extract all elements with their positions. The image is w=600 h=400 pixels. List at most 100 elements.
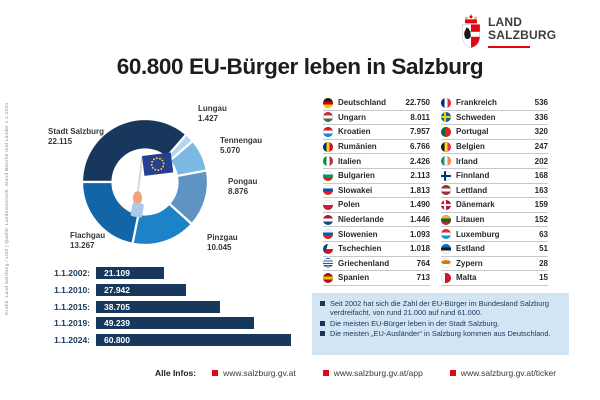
bar-row-1-1-2015-: 1.1.2015: 38.705 [40,300,300,313]
country-value: 764 [416,258,430,268]
eu-star-icon [159,157,161,160]
country-value: 159 [534,200,548,210]
donut-segments [80,117,210,247]
eu-star-icon [151,160,154,163]
donut-label-name: Flachgau [70,231,106,240]
polen-flag-icon [323,199,333,210]
country-row-schweden: Schweden 336 [441,111,548,126]
country-name: Zypern [456,258,483,268]
bullet-square-icon [320,320,325,326]
country-name: Finnland [456,171,490,181]
bar-1-1-2010-: 27.942 [96,283,186,296]
country-row-lettland: Lettland 163 [441,184,548,199]
country-value: 1.813 [409,185,430,195]
country-name: Slowenien [338,229,378,239]
logo-line1: LAND [488,15,523,29]
schweden-flag-icon [441,112,451,123]
donut-label-value: 10.045 [207,243,232,253]
bar-1-1-2019-: 49.239 [96,317,254,330]
bar-1-1-2015-: 38.705 [96,300,220,313]
bar-year-label: 1.1.2019: [54,318,90,329]
country-name: Deutschland [338,98,387,108]
country-name: Italien [338,156,362,166]
donut-label-value: 5.070 [220,146,241,156]
country-row-tschechien: Tschechien 1.018 [323,242,430,257]
eu-star-icon [160,168,163,170]
country-name: Belgien [456,142,485,152]
country-row-ungarn: Ungarn 8.011 [323,111,430,126]
info-item-text: Die meisten „EU-Ausländer“ in Salzburg k… [330,329,551,339]
kroatien-flag-icon [323,126,333,137]
bar-value-label: 60.800 [104,335,130,346]
country-value: 247 [534,142,548,152]
country-value: 7.957 [409,127,430,137]
country-value: 163 [534,185,548,195]
country-value: 152 [534,215,548,225]
donut-label-tennengau: Tennengau 5.070 [220,136,262,157]
red-square-icon [322,370,329,376]
belgien-flag-icon [441,141,451,152]
country-value: 51 [539,244,548,254]
eu-flag-stars [150,157,165,172]
bar-value-label: 27.942 [104,284,130,295]
country-name: Schweden [456,112,496,122]
country-name: Ungarn [338,112,366,122]
eu-star-icon [162,162,165,165]
country-row-kroatien: Kroatien 7.957 [323,125,430,140]
country-name: Malta [456,273,477,283]
footer-link-www-salzburg-gv-at-app[interactable]: www.salzburg.gv.at/app [322,368,423,378]
info-item-3: Die meisten „EU-Ausländer“ in Salzburg k… [320,329,561,338]
eu-star-icon [161,159,164,162]
country-value: 63 [539,229,548,239]
donut-label-lungau: Lungau 1.427 [198,104,227,125]
donut-label-value: 13.267 [70,241,95,251]
litauen-flag-icon [441,214,451,225]
country-row-spanien: Spanien 713 [323,271,430,286]
bar-year-label: 1.1.2010: [54,284,90,295]
logo-underline [488,45,530,49]
eu-flag-field [142,152,174,176]
country-name: Tschechien [338,244,382,254]
red-square-icon [449,370,456,376]
footer-link-www-salzburg-gv-at[interactable]: www.salzburg.gv.at [212,368,296,378]
country-column-left: Deutschland 22.750 Ungarn 8.011 Kroatien 7.95… [323,96,430,286]
country-value: 2.113 [410,171,430,181]
donut-segment-stadt-salzburg [80,117,188,184]
country-name: Bulgarien [338,171,375,181]
country-value: 1.446 [409,215,430,225]
griechenland-flag-icon [323,258,333,269]
donut-segment-flachgau [80,180,140,245]
irland-flag-icon [441,156,451,167]
logo-line2: SALZBURG [488,28,557,43]
country-column-right: Frankreich 536 Schweden 336 Portugal 320 Belgi… [441,96,548,286]
ungarn-flag-icon [323,112,333,123]
zypern-flag-icon [441,258,451,269]
slowakei-flag-icon [323,185,333,196]
donut-label-value: 8.876 [228,187,249,197]
country-row-irland: Irland 202 [441,154,548,169]
country-name: Griechenland [338,258,390,268]
bar-row-1-1-2019-: 1.1.2019: 49.239 [40,317,300,330]
country-row-frankreich: Frankreich 536 [441,96,548,111]
country-row-slowenien: Slowenien 1.093 [323,227,430,242]
donut-label-pinzgau: Pinzgau 10.045 [207,233,238,254]
footer-label: Alle Infos: [155,368,197,378]
country-value: 1.093 [409,229,430,239]
footer-link-www-salzburg-gv-at-ticker[interactable]: www.salzburg.gv.at/ticker [449,368,556,378]
donut-label-value: 1.427 [198,114,219,124]
country-row-belgien: Belgien 247 [441,140,548,155]
bar-row-1-1-2002-: 1.1.2002: 21.109 [40,267,300,279]
country-value: 22.750 [405,98,430,108]
bar-year-label: 1.1.2015: [54,301,90,312]
bar-row-1-1-2010-: 1.1.2010: 27.942 [40,283,300,296]
country-row-deutschland: Deutschland 22.750 [323,96,430,111]
country-name: Portugal [456,127,489,137]
bar-value-label: 49.239 [104,318,130,329]
deutschland-flag-icon [323,97,333,108]
bullet-square-icon [320,301,325,306]
salzburg-crest-icon [461,14,481,48]
country-row-d-nemark: Dänemark 159 [441,198,548,213]
country-name: Irland [456,156,478,166]
country-row-luxemburg: Luxemburg 63 [441,227,548,242]
